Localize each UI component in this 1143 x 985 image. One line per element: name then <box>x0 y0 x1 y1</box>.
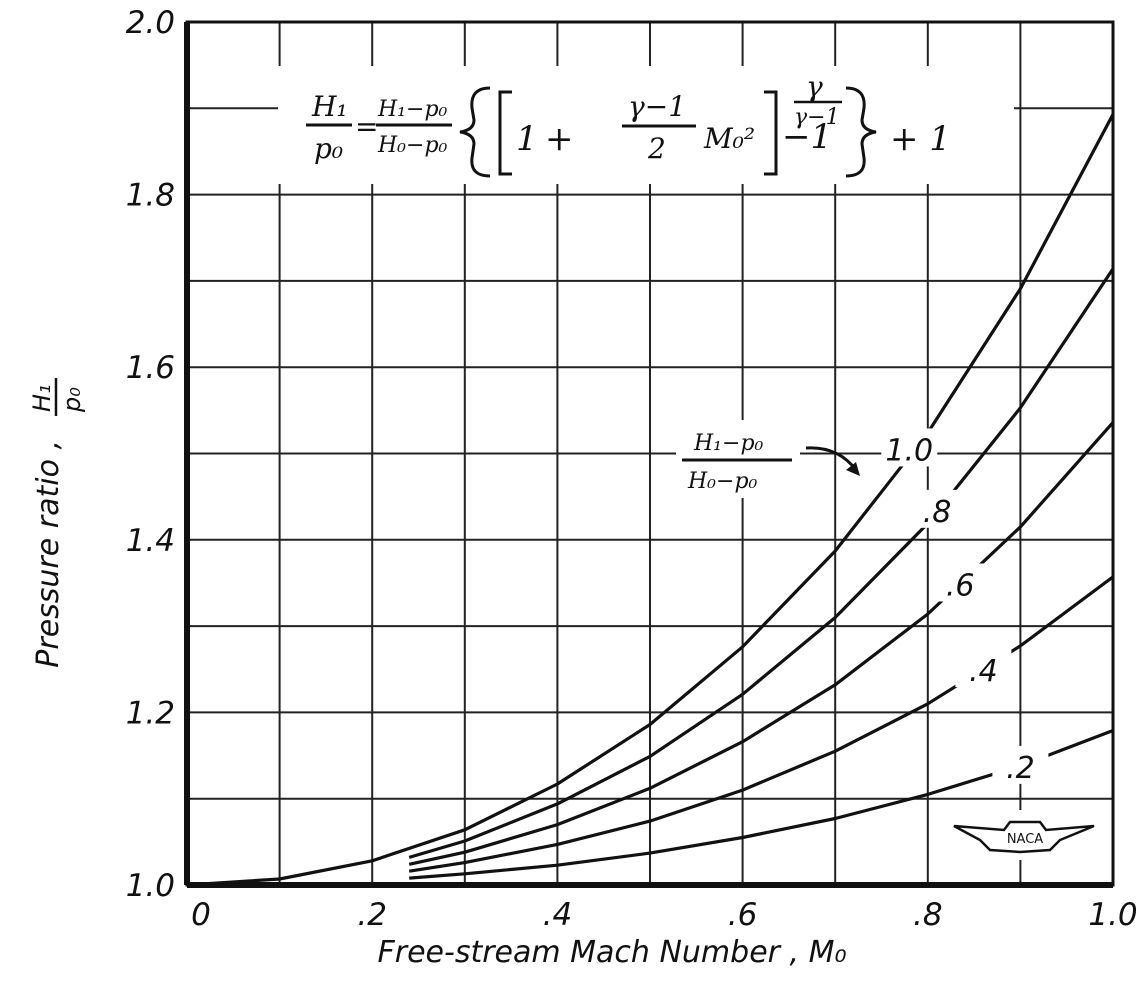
series-line <box>186 113 1115 887</box>
formula-mid-den: H₀−p₀ <box>377 133 448 158</box>
x-axis-label: Free-stream Mach Number , M₀ <box>378 935 847 970</box>
series-label: .6 <box>946 569 975 604</box>
series-label-bg <box>909 489 966 528</box>
y-tick-label: 2.0 <box>126 5 175 41</box>
y-tick-label: 1.6 <box>126 350 175 386</box>
series-header-arrowhead <box>846 462 860 476</box>
y-tick-label: 1.2 <box>126 695 175 731</box>
series-header-arrow <box>805 446 858 471</box>
formula-exp-den: γ−1 <box>794 105 840 130</box>
x-tick-label: .8 <box>913 897 943 933</box>
series-lines <box>186 113 1115 887</box>
formula-two: 2 <box>647 132 666 165</box>
formula-mach: M₀² <box>703 122 755 155</box>
formula-equals: = <box>355 110 378 143</box>
series-line <box>408 421 1115 866</box>
x-tick-label: .2 <box>357 897 387 933</box>
series-label-bg <box>992 745 1049 784</box>
tick-labels: 0.2.4.6.8 1.01.01.21.41.61.82.0 <box>126 5 1138 933</box>
series-labels: 1.0 .8 .6 .4 .2 <box>881 428 1049 786</box>
y-axis-label-den: p₀ <box>58 387 86 413</box>
series-label: .2 <box>1006 751 1035 786</box>
y-axis-label: Pressure ratio , <box>31 440 66 668</box>
formula-lhs-den: p₀ <box>314 132 343 165</box>
x-tick-label: .6 <box>728 897 758 933</box>
logo-wing <box>953 820 1095 854</box>
formula-tail: + 1 <box>890 119 951 159</box>
formula-left-bracket <box>498 90 512 176</box>
axes <box>184 20 1115 888</box>
series-label-bg <box>932 563 989 602</box>
y-tick-label: 1.8 <box>126 178 175 214</box>
y-axis-label-num: H₁ <box>28 384 56 412</box>
formula-mid-num: H₁−p₀ <box>377 97 448 122</box>
formula-right-bracket <box>764 90 778 176</box>
y-axis-label-group: Pressure ratio , H₁ p₀ <box>28 378 86 668</box>
logo-text: NACA <box>1007 832 1043 847</box>
formula-minus-one: −1 <box>782 117 832 157</box>
series-label-bg <box>881 428 938 467</box>
naca-logo: NACA <box>946 810 1096 860</box>
series-label: 1.0 <box>885 433 933 468</box>
y-tick-label: 1.0 <box>126 868 175 904</box>
formula-one: 1 <box>516 119 538 159</box>
series-label: .4 <box>969 654 998 689</box>
series-label-bg <box>955 649 1012 688</box>
series-line <box>408 267 1115 859</box>
series-header-num: H₁−p₀ <box>693 431 764 456</box>
y-tick-label: 1.4 <box>126 523 175 559</box>
x-tick-label: .4 <box>543 897 573 933</box>
x-tick-label: 1.0 <box>1088 897 1137 933</box>
x-tick-label: 0 <box>191 897 211 933</box>
formula: H₁ p₀ = H₁−p₀ H₀−p₀ 1 + γ−1 2 M₀² γ γ−1 … <box>306 70 951 178</box>
formula-lhs-num: H₁ <box>311 90 348 123</box>
formula-left-brace <box>459 86 491 178</box>
formula-exp-num: γ <box>806 70 823 103</box>
series-line <box>409 729 1114 880</box>
formula-plus: + <box>545 119 574 159</box>
series-header-den: H₀−p₀ <box>687 469 758 494</box>
series-label: .8 <box>923 495 952 530</box>
formula-right-brace <box>845 86 877 178</box>
series-label-header: H₁−p₀ H₀−p₀ <box>682 431 860 494</box>
formula-gamma-num: γ−1 <box>628 90 686 123</box>
